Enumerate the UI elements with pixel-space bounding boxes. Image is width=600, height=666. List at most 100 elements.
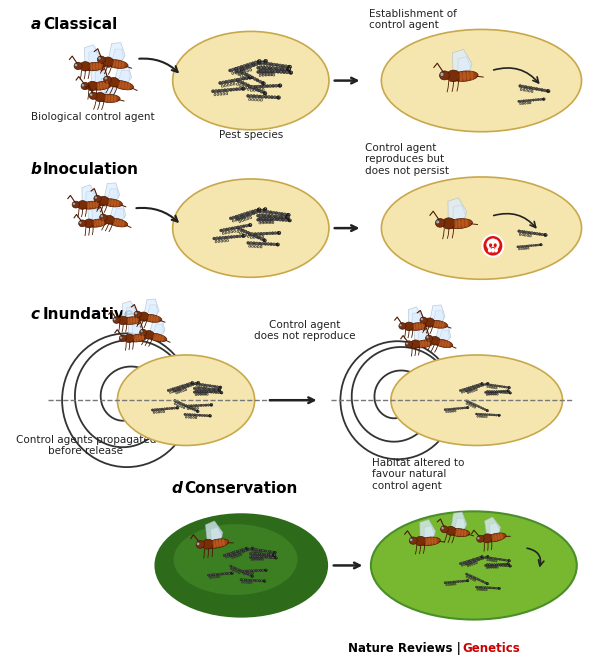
Ellipse shape	[528, 245, 530, 247]
Ellipse shape	[215, 574, 216, 575]
Ellipse shape	[251, 85, 254, 89]
Ellipse shape	[196, 390, 197, 392]
Ellipse shape	[539, 99, 542, 101]
Ellipse shape	[473, 404, 476, 406]
Ellipse shape	[94, 195, 101, 202]
Ellipse shape	[487, 391, 488, 392]
Ellipse shape	[217, 237, 218, 238]
Ellipse shape	[283, 65, 284, 66]
Ellipse shape	[247, 66, 250, 69]
Ellipse shape	[480, 385, 482, 387]
Polygon shape	[150, 318, 165, 336]
Ellipse shape	[214, 89, 218, 93]
Ellipse shape	[226, 573, 228, 575]
Ellipse shape	[257, 569, 260, 571]
Ellipse shape	[221, 573, 223, 575]
Ellipse shape	[249, 233, 250, 234]
Polygon shape	[453, 205, 466, 221]
Ellipse shape	[161, 408, 163, 409]
Ellipse shape	[275, 212, 278, 214]
Ellipse shape	[271, 243, 272, 244]
Ellipse shape	[176, 400, 178, 403]
Ellipse shape	[224, 573, 225, 574]
Ellipse shape	[485, 384, 488, 386]
Ellipse shape	[259, 553, 260, 555]
Ellipse shape	[256, 95, 259, 98]
Ellipse shape	[419, 341, 422, 348]
Ellipse shape	[157, 409, 158, 410]
Ellipse shape	[546, 89, 549, 93]
Ellipse shape	[257, 214, 259, 217]
Ellipse shape	[95, 201, 98, 208]
Ellipse shape	[493, 557, 494, 558]
Ellipse shape	[487, 587, 488, 589]
Ellipse shape	[224, 81, 227, 83]
Polygon shape	[458, 57, 471, 73]
Ellipse shape	[234, 226, 237, 229]
Ellipse shape	[248, 211, 251, 214]
Ellipse shape	[537, 244, 539, 246]
Ellipse shape	[509, 392, 510, 393]
Ellipse shape	[524, 85, 527, 89]
Ellipse shape	[267, 211, 269, 212]
Ellipse shape	[179, 402, 180, 403]
Ellipse shape	[167, 389, 170, 392]
Ellipse shape	[270, 218, 273, 220]
Ellipse shape	[240, 65, 243, 69]
Ellipse shape	[478, 406, 480, 408]
Ellipse shape	[449, 529, 470, 537]
Ellipse shape	[254, 553, 256, 555]
Ellipse shape	[185, 386, 187, 388]
Ellipse shape	[181, 385, 184, 387]
Ellipse shape	[253, 570, 254, 571]
Ellipse shape	[418, 537, 440, 545]
Ellipse shape	[220, 392, 222, 394]
Ellipse shape	[274, 243, 275, 244]
Ellipse shape	[530, 232, 533, 234]
Ellipse shape	[113, 317, 120, 323]
Ellipse shape	[464, 580, 466, 582]
Ellipse shape	[488, 557, 490, 559]
Ellipse shape	[113, 200, 116, 207]
Ellipse shape	[487, 382, 489, 385]
Ellipse shape	[247, 579, 248, 580]
Ellipse shape	[446, 581, 448, 583]
Ellipse shape	[265, 553, 268, 555]
Ellipse shape	[218, 388, 220, 389]
Ellipse shape	[409, 537, 418, 544]
Ellipse shape	[264, 92, 265, 93]
Ellipse shape	[447, 341, 449, 348]
Ellipse shape	[257, 232, 260, 235]
Ellipse shape	[466, 400, 467, 401]
Ellipse shape	[399, 323, 406, 329]
Ellipse shape	[218, 236, 221, 239]
Ellipse shape	[544, 89, 546, 92]
Ellipse shape	[457, 581, 460, 583]
Ellipse shape	[489, 390, 491, 392]
Ellipse shape	[478, 559, 479, 560]
Ellipse shape	[268, 555, 269, 556]
Polygon shape	[448, 198, 467, 221]
Ellipse shape	[100, 214, 103, 218]
Ellipse shape	[98, 57, 101, 60]
Ellipse shape	[251, 575, 254, 577]
Ellipse shape	[72, 201, 80, 208]
Ellipse shape	[508, 559, 511, 562]
Ellipse shape	[182, 404, 185, 406]
Ellipse shape	[484, 384, 486, 386]
Ellipse shape	[472, 559, 474, 561]
Ellipse shape	[268, 63, 269, 64]
Ellipse shape	[196, 405, 197, 406]
Ellipse shape	[498, 587, 499, 588]
Ellipse shape	[234, 553, 235, 555]
Ellipse shape	[248, 570, 250, 572]
Ellipse shape	[446, 408, 448, 410]
Polygon shape	[418, 330, 428, 342]
Ellipse shape	[187, 414, 188, 415]
Ellipse shape	[275, 84, 278, 87]
Ellipse shape	[202, 539, 214, 549]
Ellipse shape	[264, 62, 267, 65]
Ellipse shape	[257, 218, 259, 221]
Ellipse shape	[269, 70, 272, 73]
Ellipse shape	[467, 562, 469, 564]
